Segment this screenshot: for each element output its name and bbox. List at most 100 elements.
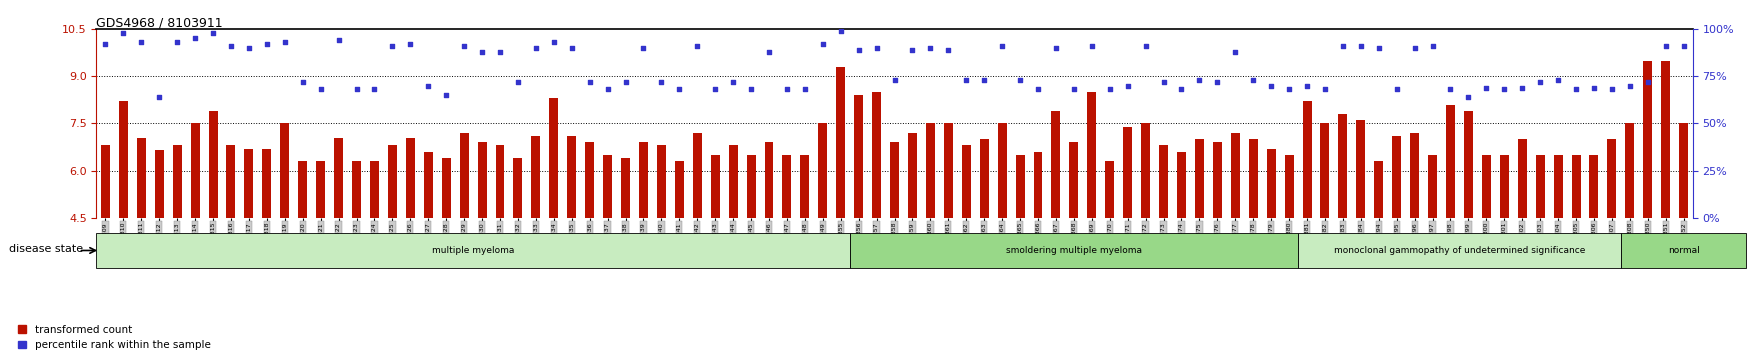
FancyBboxPatch shape: [849, 233, 1298, 268]
Point: [1275, 86, 1303, 92]
Point: [235, 45, 263, 51]
Point: [523, 45, 551, 51]
Bar: [1554, 155, 1563, 218]
Text: normal: normal: [1668, 246, 1700, 255]
Bar: [998, 123, 1007, 218]
Bar: [1070, 142, 1079, 218]
Bar: [1375, 161, 1384, 218]
Point: [1114, 83, 1142, 89]
Point: [1419, 43, 1447, 49]
Point: [1238, 77, 1266, 83]
Point: [431, 92, 460, 98]
Point: [558, 45, 586, 51]
Bar: [1338, 114, 1347, 218]
Text: smoldering multiple myeloma: smoldering multiple myeloma: [1005, 246, 1142, 255]
Bar: [889, 142, 900, 218]
Point: [360, 86, 388, 92]
Bar: [1177, 152, 1186, 218]
Point: [1293, 83, 1321, 89]
Bar: [388, 146, 396, 218]
Bar: [1142, 123, 1151, 218]
Point: [845, 47, 873, 53]
Bar: [1123, 127, 1131, 218]
Point: [863, 45, 891, 51]
Bar: [1159, 146, 1168, 218]
Point: [468, 49, 496, 54]
Bar: [1465, 111, 1473, 218]
Point: [1330, 43, 1358, 49]
Point: [128, 39, 156, 45]
Bar: [638, 142, 647, 218]
Bar: [603, 155, 612, 218]
Bar: [567, 136, 577, 218]
Point: [270, 39, 298, 45]
Bar: [1033, 152, 1042, 218]
Text: multiple myeloma: multiple myeloma: [431, 246, 514, 255]
Bar: [1626, 123, 1635, 218]
Bar: [102, 146, 111, 218]
Bar: [442, 158, 451, 218]
Bar: [1105, 161, 1114, 218]
Bar: [496, 146, 505, 218]
Point: [1007, 77, 1035, 83]
Bar: [244, 148, 253, 218]
Point: [952, 77, 980, 83]
Point: [342, 86, 370, 92]
Point: [935, 47, 963, 53]
Bar: [1393, 136, 1401, 218]
Point: [1203, 79, 1231, 85]
Bar: [944, 123, 952, 218]
Bar: [693, 133, 702, 218]
Bar: [1231, 133, 1240, 218]
Point: [593, 86, 621, 92]
Point: [575, 79, 603, 85]
Bar: [800, 155, 809, 218]
Bar: [514, 158, 523, 218]
Bar: [1607, 139, 1617, 218]
Bar: [926, 123, 935, 218]
Bar: [1482, 155, 1491, 218]
Bar: [1643, 61, 1652, 218]
Point: [1580, 85, 1608, 90]
Point: [307, 86, 335, 92]
Bar: [1321, 123, 1330, 218]
Bar: [1266, 148, 1275, 218]
Point: [702, 86, 730, 92]
Bar: [460, 133, 468, 218]
Point: [1454, 94, 1482, 100]
Point: [1347, 43, 1375, 49]
Bar: [909, 133, 917, 218]
Bar: [658, 146, 667, 218]
Text: monoclonal gammopathy of undetermined significance: monoclonal gammopathy of undetermined si…: [1333, 246, 1586, 255]
Point: [146, 94, 174, 100]
Point: [1598, 86, 1626, 92]
Point: [1024, 86, 1052, 92]
Bar: [226, 146, 235, 218]
Point: [1526, 79, 1554, 85]
Bar: [1212, 142, 1223, 218]
Bar: [477, 142, 486, 218]
Point: [163, 39, 191, 45]
Bar: [298, 161, 307, 218]
Point: [665, 86, 693, 92]
Point: [612, 79, 640, 85]
Bar: [209, 111, 217, 218]
Point: [1186, 77, 1214, 83]
Point: [1077, 43, 1105, 49]
Bar: [854, 95, 863, 218]
Bar: [747, 155, 756, 218]
Bar: [405, 138, 414, 218]
Bar: [172, 146, 182, 218]
Point: [970, 77, 998, 83]
Bar: [353, 161, 361, 218]
Bar: [1356, 120, 1365, 218]
Bar: [1249, 139, 1258, 218]
Bar: [263, 148, 272, 218]
Point: [198, 30, 226, 36]
Point: [1491, 86, 1519, 92]
Point: [826, 28, 854, 34]
Bar: [837, 67, 845, 218]
Point: [503, 79, 531, 85]
Bar: [872, 92, 881, 218]
Bar: [1572, 155, 1580, 218]
